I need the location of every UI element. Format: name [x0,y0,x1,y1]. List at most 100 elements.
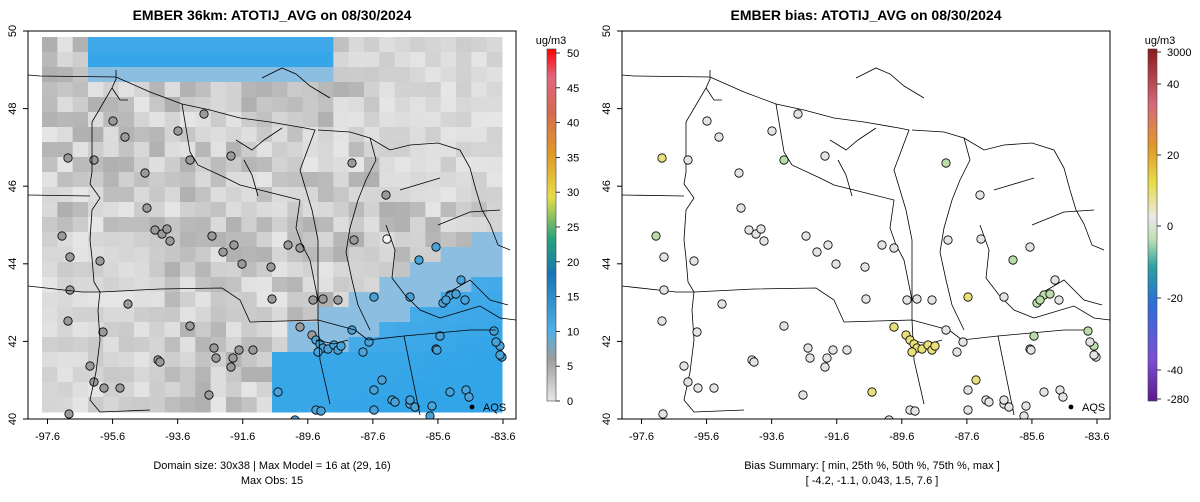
obs-site-point [432,345,442,355]
obs-site-point [405,292,415,302]
heatmap-cell [180,262,196,278]
heatmap-cell [103,352,120,368]
right-panel-bias-map: EMBER bias: ATOTIJ_AVG on 08/30/2024 -97… [601,7,1191,487]
bias-site-point [975,190,985,200]
heatmap-cell [456,322,472,338]
heatmap-cell [226,52,242,68]
heatmap-cell [287,157,304,173]
heatmap-cell [410,52,426,68]
heatmap-cell [456,307,472,323]
heatmap-cell [210,277,227,293]
heatmap-cell [318,127,334,143]
heatmap-cell [180,172,196,188]
boundary-line [775,103,895,201]
heatmap-cell [72,382,89,398]
heatmap-cell [57,202,74,218]
heatmap-cell [333,97,350,113]
heatmap-cell [42,127,58,143]
heatmap-cell [134,97,150,113]
heatmap-cell [180,97,196,113]
boundary-line [622,74,711,78]
obs-site-point [226,151,236,161]
heatmap-cell [425,217,442,233]
heatmap-cell [456,37,472,53]
heatmap-cell [134,217,150,233]
bias-site-point [709,383,719,393]
bias-site-point [828,345,838,355]
boundary-line [315,339,349,345]
heatmap-cell [88,37,104,53]
heatmap-cell [379,82,396,98]
heatmap-cell [287,37,304,53]
heatmap-cell [103,337,120,353]
bias-site-point [927,295,937,305]
heatmap-cell [88,67,104,83]
heatmap-cell [348,67,365,83]
heatmap-cell [333,157,350,173]
heatmap-cell [72,277,89,293]
obs-site-point [108,116,118,126]
heatmap-cell [149,307,166,323]
obs-site-point [98,327,108,337]
bias-site-point [842,345,852,355]
bias-site-point [971,375,981,385]
heatmap-cell [226,97,242,113]
heatmap-cell [57,322,74,338]
heatmap-cell [134,127,150,143]
heatmap-cell [134,142,150,158]
heatmap-cell [180,397,196,413]
heatmap-cell [226,322,242,338]
heatmap-cell [118,307,135,323]
heatmap-cell [440,52,457,68]
heatmap-cell [410,232,426,248]
left-colorbar-tick-label: 15 [567,292,579,304]
boundary-line [261,67,331,99]
right-map-background [622,31,1110,419]
heatmap-cell [440,157,457,173]
heatmap-cell [226,217,242,233]
heatmap-cell [318,187,334,203]
heatmap-cell [256,322,273,338]
obs-site-point [140,168,150,178]
heatmap-cell [302,157,319,173]
heatmap-cell [318,97,334,113]
heatmap-cell [164,337,181,353]
heatmap-cell [103,187,120,203]
heatmap-cell [256,397,273,413]
heatmap-cell [195,187,212,203]
heatmap-cell [440,202,457,218]
heatmap-cell [318,262,334,278]
heatmap-cell [164,292,181,308]
heatmap-cell [256,172,273,188]
heatmap-cell [210,367,227,383]
heatmap-cell [134,52,150,68]
heatmap-cell [318,172,334,188]
heatmap-cell [241,142,258,158]
heatmap-cell [287,397,304,413]
heatmap-cell [210,262,227,278]
heatmap-cell [364,97,380,113]
right-x-axis: -97.6 -95.6 -93.6 -91.6 -89.6 -87.6 -85.6 -83.6 [629,419,1110,443]
bias-site-point [867,387,877,397]
heatmap-cell [256,37,273,53]
heatmap-cell [471,97,488,113]
bias-site-point [1039,387,1049,397]
left-colorbar-tick-label: 40 [567,118,579,130]
model-heatmap [28,31,516,419]
obs-site-point [390,397,400,407]
heatmap-cell [118,352,135,368]
heatmap-cell [164,67,181,83]
heatmap-cell [272,142,288,158]
bias-site-point [1029,331,1039,341]
heatmap-cell [394,262,411,278]
boundary-line [28,74,117,78]
heatmap-cell [425,112,442,128]
heatmap-cell [302,247,319,263]
bias-site-point [1045,289,1055,299]
left-x-tick-label: -93.6 [165,431,190,443]
heatmap-cell [425,277,442,293]
bias-site-point [692,327,702,337]
heatmap-cell [425,307,442,323]
bias-site-point [659,252,669,262]
obs-site-point [435,331,445,341]
